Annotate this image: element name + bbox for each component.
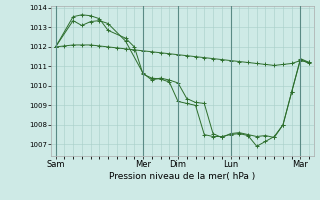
X-axis label: Pression niveau de la mer( hPa ): Pression niveau de la mer( hPa ) [109,172,256,181]
